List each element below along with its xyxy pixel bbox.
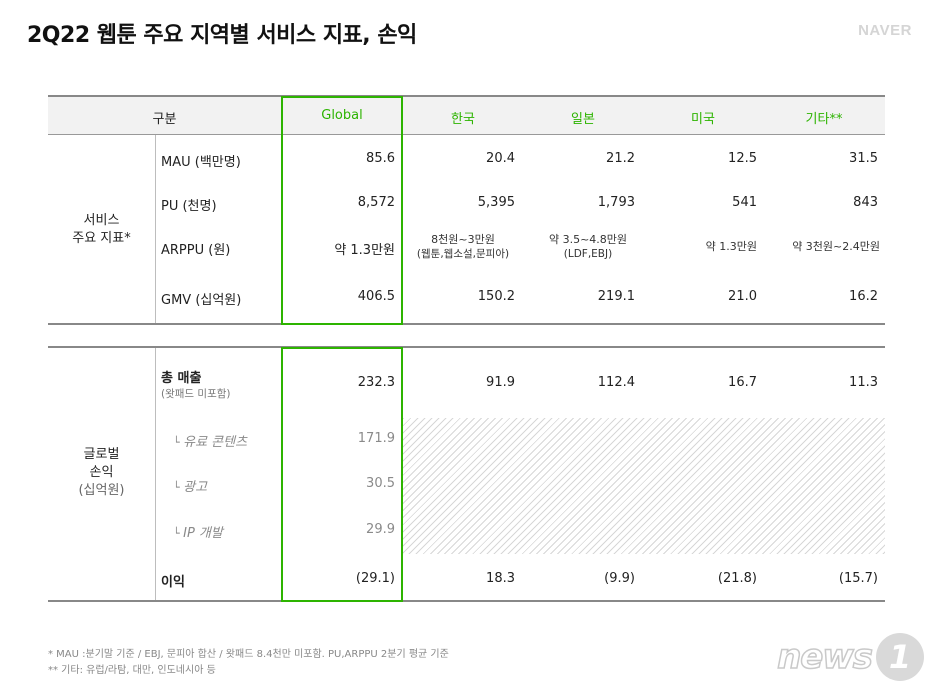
table-cell: 5,395 — [477, 195, 515, 210]
table-cell: 232.3 — [357, 375, 395, 390]
header-region-japan: 일본 — [571, 112, 595, 127]
header-region-global: Global — [321, 108, 363, 123]
table-cell: 약 3.5~4.8만원 (LDF,EBJ) — [548, 233, 628, 260]
divider — [155, 135, 156, 323]
table-cell: 18.3 — [486, 571, 515, 586]
row-label-ip-dev: └ IP 개발 — [173, 526, 223, 541]
row-label-mau: MAU (백만명) — [161, 155, 241, 170]
group-label-pnl: 글로벌 손익 (십억원) — [78, 447, 125, 498]
table-cell: 21.0 — [728, 289, 757, 304]
header-region-other: 기타** — [805, 112, 843, 127]
header-region-usa: 미국 — [691, 112, 715, 127]
table-cell: 21.2 — [606, 151, 635, 166]
table-cell: 112.4 — [597, 375, 635, 390]
row-label-pu: PU (천명) — [161, 199, 217, 214]
footnote: * MAU :분기말 기준 / EBJ, 문피아 합산 / 왓패드 8.4천만 … — [48, 649, 449, 660]
row-label-ads: └ 광고 — [173, 480, 208, 495]
header-region-korea: 한국 — [451, 112, 475, 127]
table-cell: 8천원~3만원 (웹툰,웹소설,문피아) — [416, 233, 510, 260]
table-cell: 약 1.3만원 — [705, 240, 757, 253]
global-highlight-box — [281, 347, 403, 602]
divider — [48, 95, 885, 97]
table-cell: (9.9) — [604, 571, 635, 586]
table-cell: (15.7) — [838, 571, 878, 586]
table-cell: 171.9 — [357, 431, 395, 446]
row-label-paid-content: └ 유료 콘텐츠 — [173, 435, 248, 450]
page-title: 2Q22 웹툰 주요 지역별 서비스 지표, 손익 — [27, 23, 417, 48]
hatched-area — [403, 418, 885, 554]
table-cell: 150.2 — [477, 289, 515, 304]
global-highlight-box — [281, 96, 403, 325]
group-label-service: 서비스 주요 지표* — [72, 213, 131, 246]
table-cell: 12.5 — [728, 151, 757, 166]
watermark-number: 1 — [876, 633, 924, 681]
row-note-revenue: (왓패드 미포함) — [161, 388, 231, 400]
footnote: ** 기타: 유럽/라탐, 대만, 인도네시아 등 — [48, 665, 216, 676]
table-cell: 1,793 — [597, 195, 635, 210]
divider — [48, 323, 885, 325]
table-cell: (21.8) — [717, 571, 757, 586]
divider — [155, 348, 156, 600]
row-label-arppu: ARPPU (원) — [161, 243, 231, 258]
table-header — [48, 96, 885, 135]
watermark-text: news — [776, 636, 873, 678]
table-cell: 31.5 — [849, 151, 878, 166]
table-cell: 91.9 — [486, 375, 515, 390]
divider — [48, 346, 885, 348]
table-cell: 843 — [853, 195, 878, 210]
table-cell: 29.9 — [366, 522, 395, 537]
table-cell: 16.7 — [728, 375, 757, 390]
news1-watermark: news 1 — [776, 633, 924, 681]
divider — [48, 134, 885, 135]
table-cell: 약 3천원~2.4만원 — [792, 240, 880, 253]
table-cell: 11.3 — [849, 375, 878, 390]
table-cell: 219.1 — [597, 289, 635, 304]
row-label-revenue: 총 매출 — [161, 371, 202, 386]
naver-logo: NAVER — [858, 22, 912, 39]
table-cell: 541 — [732, 195, 757, 210]
table-cell: (29.1) — [355, 571, 395, 586]
table-cell: 406.5 — [357, 289, 395, 304]
table-cell: 85.6 — [366, 151, 395, 166]
table-cell: 약 1.3만원 — [334, 243, 395, 258]
table-cell: 30.5 — [366, 476, 395, 491]
header-category: 구분 — [152, 112, 177, 127]
table-cell: 16.2 — [849, 289, 878, 304]
row-label-profit: 이익 — [161, 575, 185, 590]
row-label-gmv: GMV (십억원) — [161, 293, 242, 308]
divider — [48, 600, 885, 602]
table-cell: 20.4 — [486, 151, 515, 166]
table-cell: 8,572 — [357, 195, 395, 210]
